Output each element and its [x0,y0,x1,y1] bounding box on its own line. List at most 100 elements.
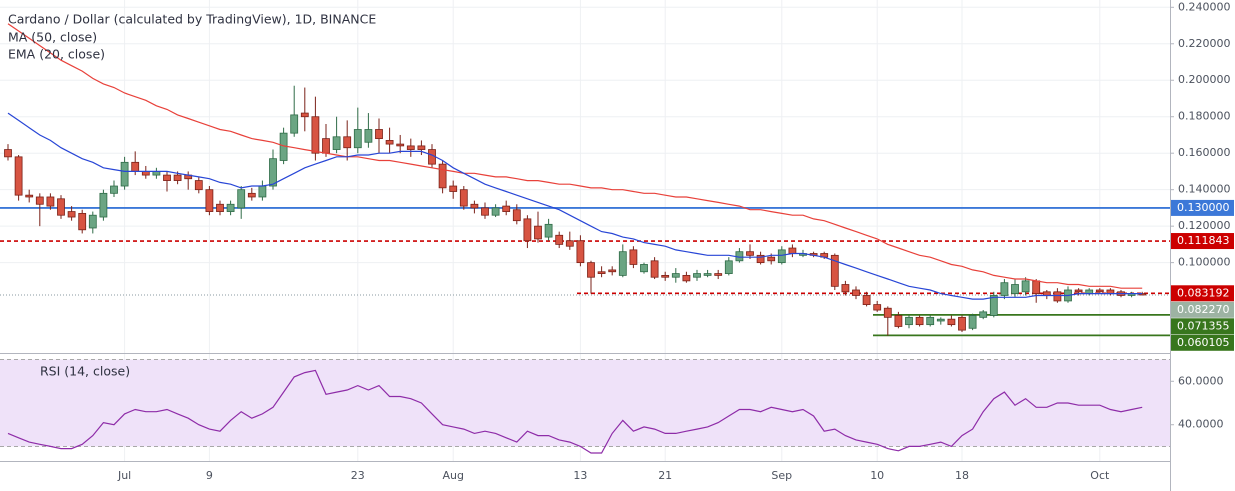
candle-body [830,254,839,287]
price-label-box [1171,301,1234,318]
candle-body [205,189,214,212]
candle-body [788,247,797,254]
candle-body [968,315,977,329]
rsi-tick-label: 40.0000 [1178,418,1224,431]
candle-body [247,192,256,198]
candle-body [332,136,341,150]
x-tick-label: Oct [1090,469,1110,482]
y-tick-label: 0.200000 [1178,73,1231,86]
candle-body [767,256,776,262]
candle-body [544,223,553,238]
legend-ma: MA (50, close) [8,30,97,45]
candle-body [173,174,182,181]
candle-body [671,273,680,278]
candle-body [1000,282,1009,296]
price-label: 0.071355 [1177,319,1230,332]
price-label-box [1171,334,1234,351]
price-label: 0.130000 [1177,201,1230,214]
candle-body [629,249,638,265]
rsi-band [0,359,1170,447]
candle-body [555,234,564,245]
candle-body [258,185,267,198]
price-label-box [1171,233,1234,250]
candle-body [269,158,277,187]
candle-body [99,192,108,218]
candle-body [57,198,65,216]
candle-body [226,203,235,212]
rsi-tick-label: 60.0000 [1178,374,1224,387]
candle-body [862,295,871,305]
candle-body [353,129,362,149]
y-tick-label: 0.140000 [1178,183,1231,196]
candle-body [311,116,320,154]
candle-body [438,163,447,189]
candle-body [1032,280,1041,295]
candle-body [1021,280,1030,293]
candle-body [947,318,956,326]
price-label-box [1171,318,1234,335]
y-tick-label: 0.100000 [1178,256,1231,269]
candle-body [565,240,574,247]
candle-body [46,196,55,207]
candle-body [523,218,532,242]
candle-body [78,212,87,231]
candle-body [989,295,998,316]
candle-body [25,194,34,198]
candle-body [1053,291,1062,302]
price-label: 0.082270 [1177,303,1230,316]
candle-body [618,251,627,276]
candle-body [131,161,140,172]
indicator-line [7,23,1143,289]
candle-body [375,129,383,140]
candle-body [873,304,882,311]
candle-body [290,114,299,134]
candle-body [35,196,44,205]
candle-body [4,149,12,158]
candle-body [163,174,171,181]
x-tick-label: 18 [955,469,969,482]
candle-body [1095,289,1104,293]
candle-body [534,225,542,240]
candle-body [449,185,458,192]
price-label: 0.083192 [1177,286,1230,299]
y-tick-label: 0.240000 [1178,0,1231,13]
candle-body [682,274,691,282]
plot [0,23,1170,454]
candle-body [110,185,118,194]
candle-body [894,315,903,327]
candle-body [777,249,786,264]
candle-body [714,273,723,276]
legend-ema: EMA (20, close) [8,47,105,62]
candle-body [88,214,97,229]
y-tick-label: 0.180000 [1178,110,1231,123]
rsi-title: RSI (14, close) [40,364,130,379]
price-label: 0.111843 [1177,234,1230,247]
candle-body [576,240,585,264]
rsi-line [7,369,1143,454]
candle-body [417,145,426,150]
candle-body [841,284,850,293]
candle-body [640,264,648,273]
candle-body [385,140,394,145]
candle-body [936,318,945,322]
candle-body [406,145,415,150]
candle-body [322,138,330,154]
x-tick-label: Jul [117,469,131,482]
candle-body [470,203,479,209]
candle-body [396,143,405,147]
candle-body [650,260,659,278]
candle-body [852,289,860,296]
candle-body [608,269,617,273]
y-tick-label: 0.220000 [1178,37,1231,50]
candle-body [120,161,129,187]
candle-body [1074,289,1083,293]
candle-body [958,316,966,331]
candle-body [300,112,309,118]
candle-body [491,207,500,216]
x-tick-label: 21 [658,469,672,482]
price-label: 0.060105 [1177,336,1230,349]
candle-body [703,273,712,276]
candle-body [343,136,352,149]
